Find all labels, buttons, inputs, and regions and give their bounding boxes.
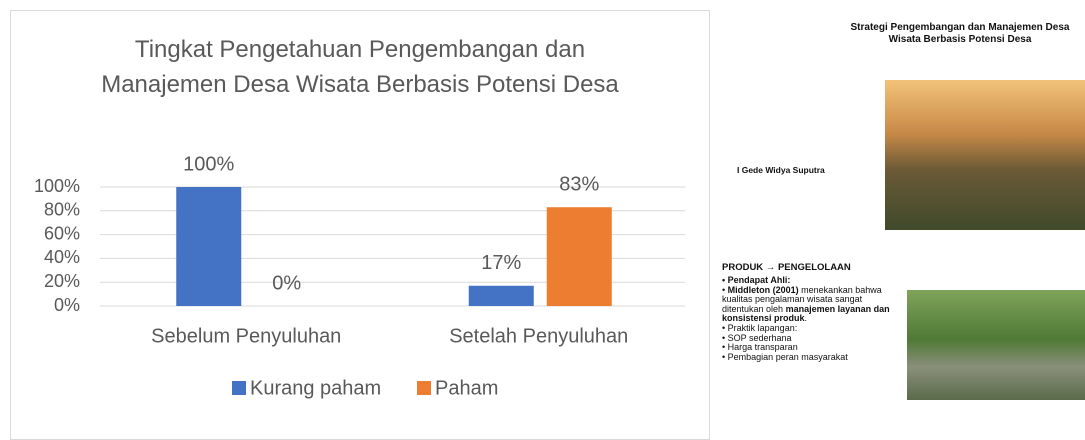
- x-tick-label: Setelah Penyuluhan: [449, 325, 628, 347]
- value-label: 17%: [481, 252, 521, 274]
- slide-title: Strategi Pengembangan dan Manajemen Desa…: [850, 22, 1070, 46]
- bar: [469, 286, 534, 306]
- bar: [176, 187, 241, 306]
- value-label: 100%: [183, 153, 234, 175]
- value-label: 0%: [272, 272, 301, 294]
- value-label: 83%: [559, 174, 599, 196]
- legend-swatch: [232, 381, 246, 395]
- slide-heading: PRODUK → PENGELOLAAN: [722, 262, 851, 273]
- chart-title: Tingkat Pengetahuan Pengembangan dan Man…: [80, 32, 640, 102]
- y-tick-label: 60%: [44, 223, 80, 243]
- bullet: Middleton (2001) menekankan bahwa kualit…: [722, 286, 902, 324]
- bullet-list: Pendapat Ahli:Middleton (2001) menekanka…: [722, 276, 902, 362]
- legend-swatch: [417, 381, 431, 395]
- bullet-run: Middleton (2001): [728, 285, 799, 295]
- y-tick-label: 40%: [44, 247, 80, 267]
- legend-label: Paham: [435, 377, 498, 399]
- village-photo: [885, 80, 1085, 230]
- x-tick-label: Sebelum Penyuluhan: [151, 325, 341, 347]
- bullet: Pembagian peran masyarakat: [722, 353, 902, 363]
- y-tick-label: 20%: [44, 271, 80, 291]
- bar: [547, 207, 612, 306]
- page: 0% 20% 40% 60% 80% 100% Sebelum Penyuluhan 100%…: [0, 0, 1085, 428]
- river-photo: [907, 290, 1085, 400]
- bullet-run: .: [805, 313, 808, 323]
- chart-title-wrap: Tingkat Pengetahuan Pengembangan dan Man…: [10, 32, 710, 102]
- y-tick-label: 0%: [54, 295, 80, 315]
- y-tick-label: 100%: [34, 176, 80, 196]
- y-tick-label: 80%: [44, 200, 80, 220]
- legend-label: Kurang paham: [250, 377, 381, 399]
- slide-author: I Gede Widya Suputra: [737, 165, 825, 175]
